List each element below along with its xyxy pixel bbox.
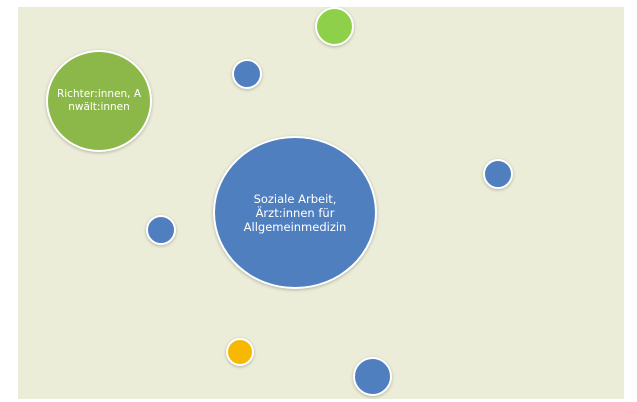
right-blue-circle [483, 159, 513, 189]
bottom-yellow-circle [226, 338, 254, 366]
upper-blue-circle [232, 59, 262, 89]
diagram-canvas: Richter:innen, Anwält:innen Soziale Arbe… [18, 7, 624, 399]
left-blue-circle [146, 215, 176, 245]
lawyers-circle-label: Richter:innen, Anwält:innen [56, 87, 142, 114]
bottom-blue-circle [353, 357, 392, 396]
lawyers-circle: Richter:innen, Anwält:innen [46, 50, 152, 152]
central-circle: Soziale Arbeit, Ärzt:innen für Allgemein… [213, 136, 377, 289]
top-green-circle [315, 7, 354, 46]
central-circle-label: Soziale Arbeit, Ärzt:innen für Allgemein… [243, 191, 347, 234]
